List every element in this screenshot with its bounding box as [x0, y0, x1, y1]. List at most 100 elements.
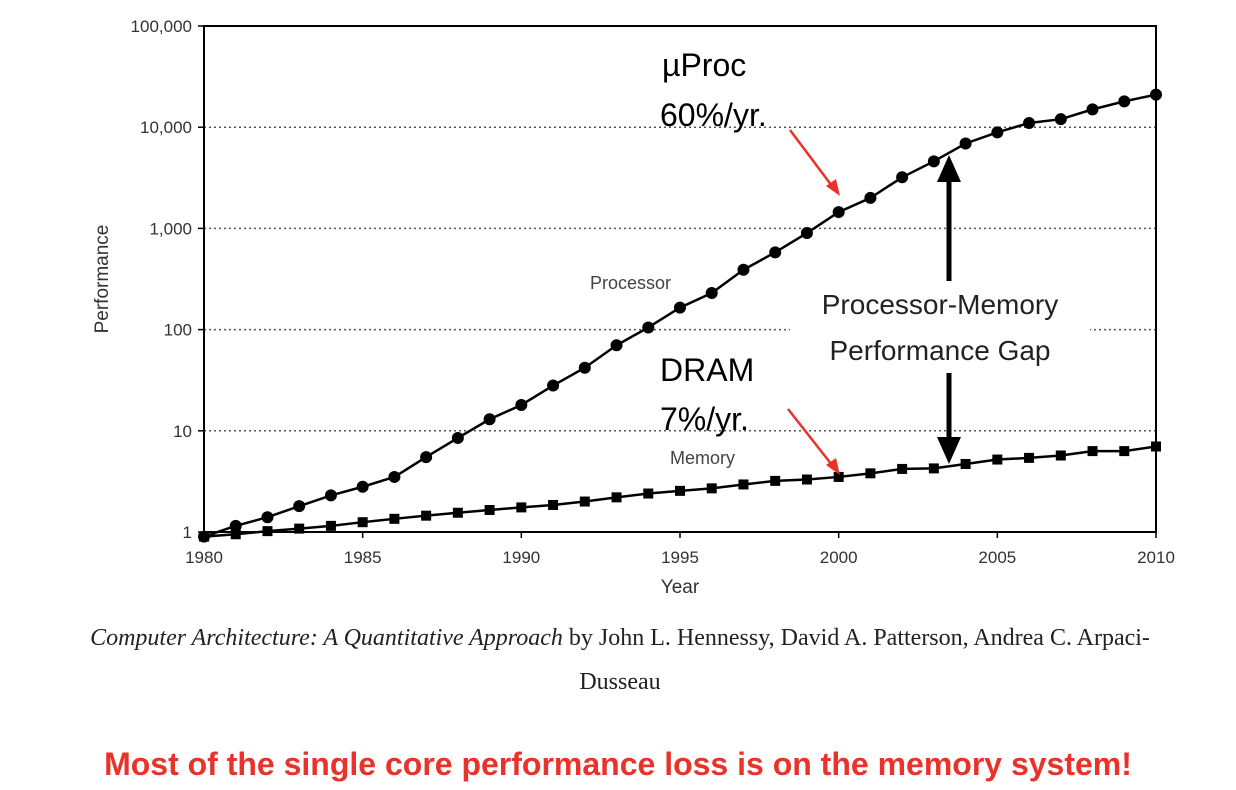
processor-point	[388, 470, 401, 483]
memory-point	[643, 488, 654, 499]
y-axis-title: Performance	[92, 225, 113, 334]
x-tick-label: 2005	[978, 548, 1016, 567]
processor-point	[991, 126, 1004, 139]
processor-point	[261, 511, 274, 524]
memory-point	[1024, 452, 1035, 463]
x-axis-title: Year	[661, 577, 700, 598]
processor-point	[515, 398, 528, 411]
memory-point	[262, 526, 273, 537]
processor-point	[1150, 88, 1162, 101]
gap-label-line1: Processor-Memory	[822, 289, 1058, 320]
memory-point	[516, 502, 527, 513]
performance-chart: 1980 1985 1990 1995 2000 2005 2010 1 10 100 1,000…	[92, 17, 1175, 598]
memory-point	[294, 523, 305, 534]
memory-point	[675, 485, 685, 496]
processor-point	[800, 227, 813, 240]
processor-point	[578, 361, 591, 374]
processor-point	[737, 263, 750, 276]
gap-arrow-up-head	[937, 155, 961, 182]
processor-point	[832, 206, 845, 219]
memory-point	[1087, 446, 1098, 457]
memory-point	[960, 458, 971, 469]
book-title: Computer Architecture: A Quantitative Ap…	[90, 625, 563, 651]
processor-point	[1118, 95, 1131, 108]
memory-point	[928, 463, 939, 474]
x-tick-label: 1985	[344, 548, 382, 567]
x-tick-label: 2000	[820, 548, 858, 567]
memory-point	[230, 529, 241, 540]
memory-point	[548, 499, 559, 510]
y-tick-label: 1	[183, 523, 192, 542]
conclusion-text: Most of the single core performance loss…	[104, 746, 1132, 782]
gap-arrow-down-head	[937, 437, 961, 464]
processor-point	[324, 489, 337, 502]
memory-point	[1119, 446, 1130, 457]
memory-point	[1151, 441, 1161, 452]
memory-point	[325, 520, 336, 531]
processor-point	[229, 519, 242, 532]
processor-point	[356, 480, 369, 493]
memory-point	[833, 471, 844, 482]
memory-point	[421, 510, 432, 521]
processor-point	[1086, 103, 1099, 116]
memory-point	[611, 492, 622, 503]
processor-point	[293, 500, 306, 513]
processor-point	[674, 301, 686, 314]
processor-point	[483, 413, 496, 426]
proc-pointer-arrow	[789, 129, 833, 187]
gap-label-background	[790, 282, 1090, 372]
processor-point	[451, 431, 464, 444]
x-tick-label: 1995	[661, 548, 699, 567]
x-tick-label: 1980	[185, 548, 223, 567]
processor-point	[959, 137, 972, 150]
gap-label-line2: Performance Gap	[830, 335, 1051, 366]
proc-pointer-arrowhead	[826, 179, 840, 196]
memory-point	[389, 513, 400, 524]
proc-rate-value: 60%/yr.	[660, 97, 767, 133]
y-tick-label: 100,000	[131, 17, 192, 36]
memory-point	[897, 463, 908, 474]
processor-point	[547, 379, 560, 392]
processor-point	[642, 321, 655, 334]
y-tick-label: 1,000	[149, 219, 192, 238]
memory-point	[579, 496, 590, 507]
memory-point	[1055, 450, 1066, 461]
series-layer	[198, 88, 1162, 543]
processor-point	[705, 286, 718, 299]
dram-pointer-arrow	[787, 408, 833, 466]
proc-rate-label: µProc	[662, 47, 746, 83]
processor-point	[420, 451, 433, 464]
memory-point	[770, 475, 781, 486]
grid-lines	[204, 126, 1156, 432]
x-tick-label: 1990	[502, 548, 540, 567]
book-authors: by John L. Hennessy, David A. Patterson,…	[562, 625, 1150, 651]
dram-rate-label: DRAM	[660, 352, 754, 388]
processor-point	[896, 171, 909, 184]
memory-series-label: Memory	[670, 448, 735, 468]
processor-point	[864, 191, 877, 204]
y-axis-ticks: 1 10 100 1,000 10,000 100,000	[131, 17, 204, 542]
processor-point	[1054, 113, 1067, 126]
processor-series-label: Processor	[590, 273, 671, 293]
citation: Computer Architecture: A Quantitative Ap…	[20, 616, 1220, 704]
y-tick-label: 10,000	[140, 118, 192, 137]
x-axis-ticks: 1980 1985 1990 1995 2000 2005 2010	[185, 532, 1175, 567]
memory-point	[992, 454, 1003, 465]
y-tick-label: 100	[164, 321, 192, 340]
x-tick-label: 2010	[1137, 548, 1175, 567]
processor-point	[927, 155, 940, 168]
dram-rate-value: 7%/yr.	[660, 401, 749, 437]
memory-point	[357, 517, 368, 528]
memory-point	[484, 504, 495, 515]
book-authors-continued: Dusseau	[579, 669, 661, 695]
memory-point	[452, 507, 463, 518]
dram-pointer-arrowhead	[826, 458, 840, 475]
memory-point	[801, 474, 812, 485]
processor-point	[610, 339, 623, 352]
y-tick-label: 10	[173, 422, 192, 441]
memory-point	[706, 483, 717, 494]
memory-point	[738, 479, 749, 490]
processor-point	[1023, 117, 1036, 130]
memory-point	[865, 468, 876, 479]
processor-point	[769, 246, 782, 259]
